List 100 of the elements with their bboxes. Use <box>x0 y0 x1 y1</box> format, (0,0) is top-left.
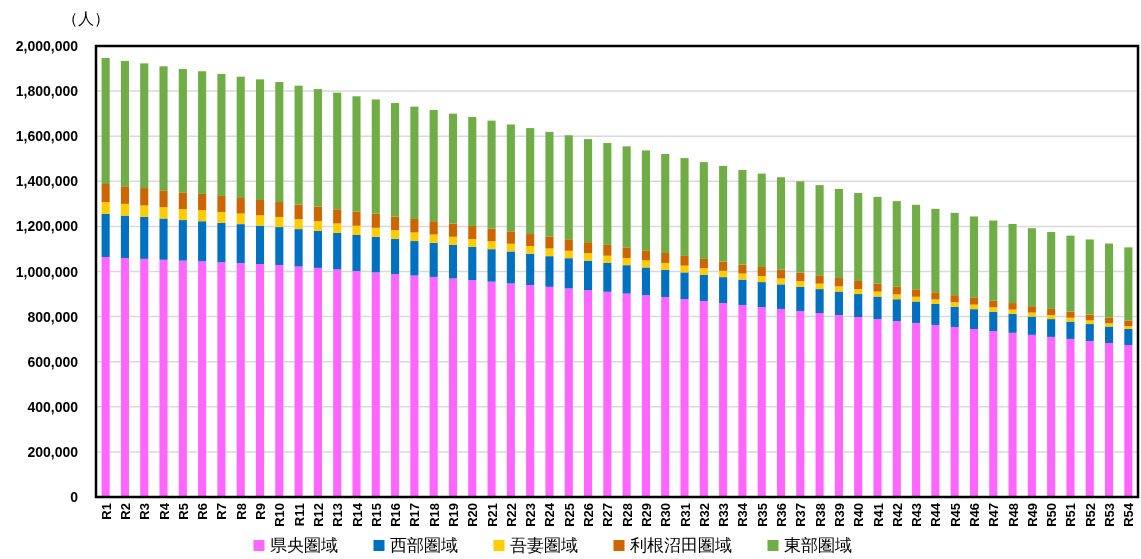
bar <box>776 278 786 285</box>
x-tick-label: R31 <box>677 503 693 527</box>
bar <box>873 283 882 292</box>
bar <box>526 246 535 254</box>
bar <box>1124 329 1133 346</box>
y-tick-label: 400,000 <box>27 398 79 415</box>
bar <box>313 230 322 268</box>
bar <box>1105 342 1114 497</box>
bar <box>680 265 689 273</box>
bar <box>603 142 612 245</box>
x-tick-label: R29 <box>638 503 654 527</box>
x-tick-label: R52 <box>1082 503 1098 527</box>
bar <box>989 220 998 301</box>
bar <box>255 79 265 201</box>
bar <box>313 221 322 231</box>
y-tick-label: 0 <box>70 489 79 505</box>
bar <box>526 234 535 247</box>
x-tick-label: R23 <box>523 503 539 527</box>
bar <box>584 260 593 291</box>
bar <box>680 255 689 266</box>
bar <box>468 239 477 247</box>
x-tick-label: R20 <box>465 503 481 527</box>
bar <box>796 310 805 497</box>
x-tick-label: R54 <box>1121 502 1137 527</box>
bar <box>989 307 998 312</box>
bar <box>313 89 322 207</box>
bar <box>1066 317 1075 322</box>
x-tick-label: R26 <box>581 503 597 527</box>
bar <box>178 192 187 210</box>
bar <box>661 262 670 270</box>
bar <box>815 283 824 290</box>
bar <box>1027 312 1036 317</box>
bar <box>1027 334 1036 497</box>
bar <box>448 113 458 224</box>
bar <box>159 218 168 260</box>
bar <box>699 274 708 302</box>
bar <box>352 234 361 272</box>
bar <box>217 73 226 196</box>
x-tick-label: R8 <box>233 503 249 520</box>
bar <box>448 278 458 497</box>
bar <box>757 266 766 277</box>
bar <box>294 266 303 497</box>
x-tick-label: R2 <box>117 503 133 520</box>
bar <box>526 128 535 235</box>
bar <box>796 181 805 273</box>
bar <box>699 258 708 269</box>
bar <box>159 207 168 219</box>
bar <box>854 317 863 497</box>
bar <box>564 135 573 240</box>
bar <box>873 291 882 297</box>
bar <box>159 66 168 191</box>
bar <box>120 186 129 204</box>
y-tick-label: 1,400,000 <box>15 173 79 190</box>
bar <box>1105 243 1114 318</box>
x-tick-label: R42 <box>889 503 905 527</box>
x-tick-label: R9 <box>253 503 269 520</box>
bar <box>217 195 226 212</box>
bar <box>1124 326 1133 329</box>
bar <box>719 277 728 304</box>
bar <box>873 319 882 497</box>
bar <box>641 260 650 268</box>
bar <box>912 301 921 323</box>
bar <box>352 225 361 235</box>
bar <box>1105 326 1114 343</box>
bar <box>1066 235 1075 312</box>
bar <box>101 57 110 185</box>
bar <box>159 190 168 208</box>
bar <box>410 218 419 233</box>
bar <box>333 232 342 270</box>
bar <box>815 275 824 284</box>
x-tick-label: R14 <box>349 502 365 527</box>
bar <box>603 244 612 256</box>
bar <box>178 220 187 261</box>
bar <box>564 288 573 497</box>
bar <box>313 267 322 497</box>
bar <box>757 173 766 267</box>
bar <box>294 85 303 205</box>
bar <box>313 206 322 222</box>
bar <box>564 258 573 289</box>
bar <box>757 307 766 497</box>
bar <box>333 269 342 497</box>
bar <box>545 236 554 249</box>
bar <box>1027 316 1036 335</box>
bar <box>487 120 496 229</box>
x-tick-label: R50 <box>1044 503 1060 527</box>
bar <box>1047 336 1056 497</box>
x-tick-label: R12 <box>310 503 326 527</box>
bar <box>506 231 515 244</box>
bar <box>699 268 708 275</box>
bar <box>1008 332 1017 497</box>
bar <box>487 241 496 250</box>
x-tick-label: R4 <box>156 502 172 520</box>
x-tick-label: R48 <box>1005 503 1021 527</box>
bar <box>1066 321 1075 339</box>
bar <box>641 295 650 497</box>
x-tick-label: R10 <box>272 503 288 527</box>
x-tick-label: R28 <box>619 503 635 527</box>
bar <box>429 221 438 235</box>
bar <box>371 272 380 497</box>
bar <box>255 264 265 497</box>
